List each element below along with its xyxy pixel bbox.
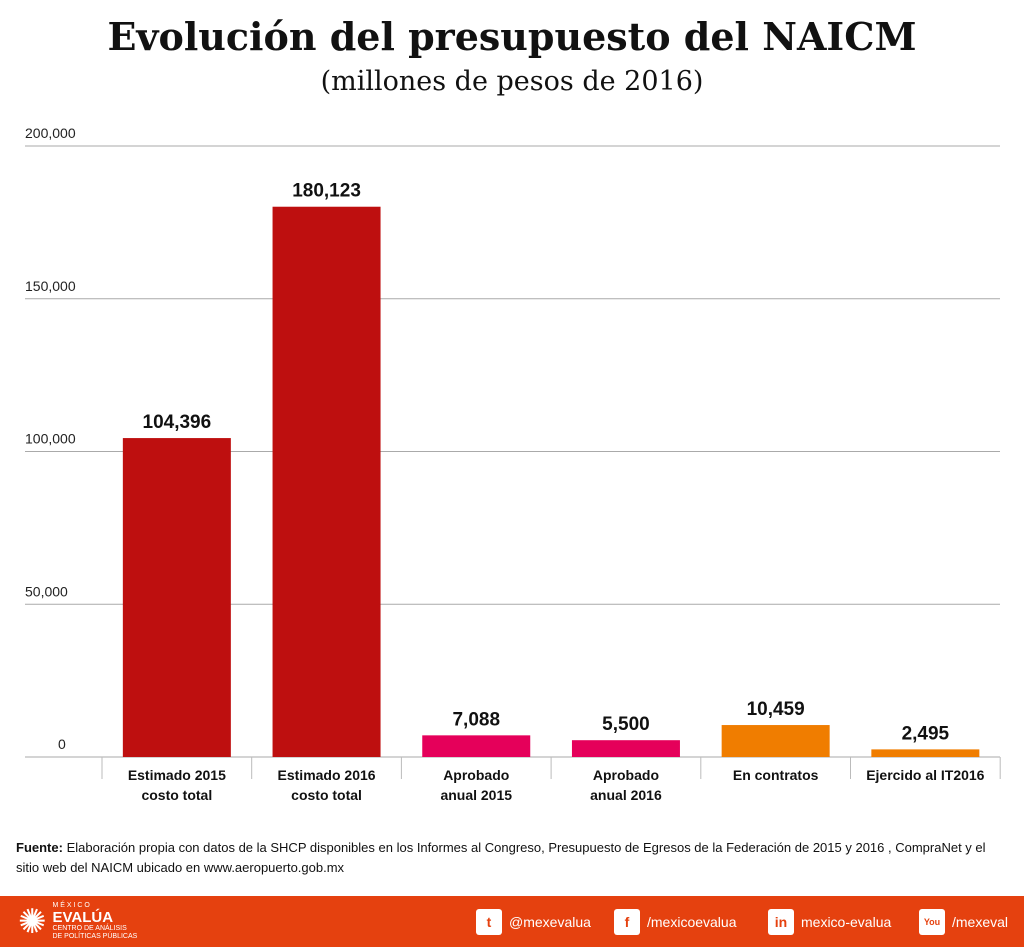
social-label: mexico-evalua [801,914,892,930]
x-tick-label: anual 2016 [590,787,662,803]
y-tick-label: 0 [58,736,66,752]
logo-name: EVALÚA [52,909,114,926]
linkedin-icon: in [768,909,794,935]
bar [721,725,830,757]
bar [871,749,980,757]
bar [422,735,531,757]
social-label: /mexeval [952,914,1009,930]
mexico-evalua-logo: ✺ M É X I C O EVALÚA CENTRO DE ANÁLISIS … [18,902,137,941]
x-tick-label: costo total [141,787,212,803]
y-tick-label: 150,000 [25,278,76,294]
x-tick-label: Aprobado [593,767,659,783]
social-facebook[interactable]: f/mexicoevalua [614,909,737,935]
bar [272,206,381,757]
social-twitter[interactable]: t @mexevalua [476,909,591,935]
y-tick-label: 50,000 [25,583,68,599]
y-tick-label: 100,000 [25,431,76,447]
footer: ✺ M É X I C O EVALÚA CENTRO DE ANÁLISIS … [0,896,1024,947]
x-tick-label: Aprobado [443,767,509,783]
logo-star-icon: ✺ [18,902,47,941]
youtube-icon: You [919,909,945,935]
data-label: 2,495 [902,723,950,744]
twitter-icon: t [476,909,502,935]
bar [571,740,680,757]
y-tick-label: 200,000 [25,125,76,141]
logo-sub2: DE POLÍTICAS PÚBLICAS [52,933,138,940]
source-label: Fuente: [16,840,63,855]
social-youtube[interactable]: You/mexeval [919,909,1008,935]
data-label: 5,500 [602,714,650,735]
facebook-icon: f [614,909,640,935]
source-text: Elaboración propia con datos de la SHCP … [16,840,986,875]
chart-subtitle: (millones de pesos de 2016) [320,66,704,97]
data-label: 104,396 [143,412,212,433]
chart-title: Evolución del presupuesto del NAICM [107,14,917,59]
x-tick-label: Estimado 2016 [278,767,376,783]
logo-top: M É X I C O [52,902,90,909]
data-label: 180,123 [292,181,361,202]
data-label: 10,459 [747,699,805,720]
logo-sub1: CENTRO DE ANÁLISIS [52,925,127,932]
bar [122,438,231,757]
bar-chart: 0 50,000 100,000 150,000 200,000 104,396 Estim… [25,125,1001,803]
x-tick-label: En contratos [733,767,819,783]
social-label: /mexicoevalua [647,914,737,930]
source-note: Fuente: Elaboración propia con datos de … [16,838,1006,878]
x-tick-label: anual 2015 [440,787,512,803]
social-linkedin[interactable]: in mexico-evalua [768,909,891,935]
x-tick-label: Estimado 2015 [128,767,226,783]
x-tick-label: costo total [291,787,362,803]
social-label: @mexevalua [509,914,591,930]
x-tick-label: Ejercido al IT2016 [866,767,984,783]
data-label: 7,088 [452,709,500,730]
